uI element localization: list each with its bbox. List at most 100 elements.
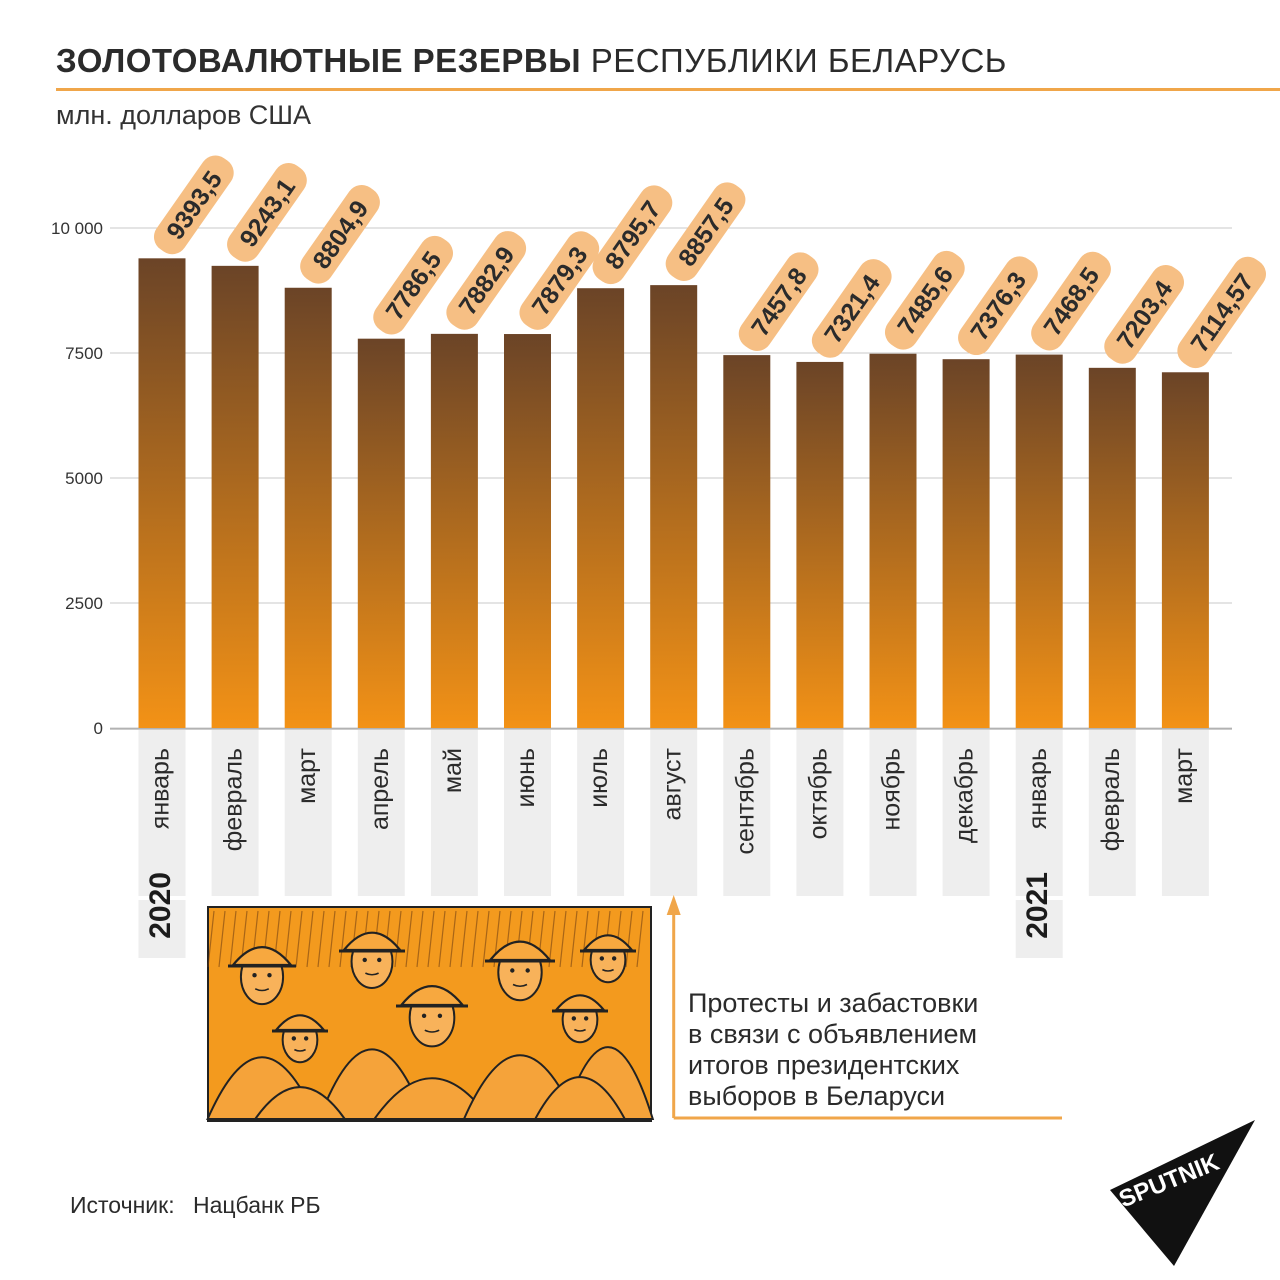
bar — [869, 353, 917, 728]
bar — [942, 359, 990, 728]
value-badge: 7457,8 — [738, 252, 819, 351]
bar — [1161, 372, 1209, 728]
illustration-hatch — [306, 910, 314, 968]
illustration-hatch — [416, 910, 424, 968]
worker-figure — [533, 994, 627, 1120]
value-badge-shape — [446, 231, 527, 330]
value-badge: 7485,6 — [884, 250, 965, 350]
value-badge-shape — [1104, 265, 1185, 364]
category-label: ноябрь — [878, 748, 906, 831]
category-band — [650, 730, 698, 896]
annotation-line-2: в связи с объявлением — [688, 1019, 978, 1049]
illustration-hatch — [460, 910, 468, 968]
illustration-hatch — [317, 910, 325, 968]
source-label: Источник: — [70, 1192, 175, 1218]
category-label: январь — [1024, 748, 1052, 829]
source-value: Нацбанк РБ — [192, 1192, 321, 1218]
value-badge: 7114,57 — [1177, 256, 1266, 369]
year-label: 2021 — [1021, 872, 1054, 939]
category-label: март — [1170, 747, 1198, 803]
value-badge: 7786,5 — [373, 235, 454, 335]
bar — [430, 333, 478, 728]
annotation-line-3: итогов президентских — [688, 1050, 960, 1080]
bar — [1015, 354, 1063, 728]
value-badge-shape — [153, 155, 234, 255]
illustration-hatch — [449, 910, 457, 968]
value-badge: 8795,7 — [592, 185, 673, 285]
illustration-hatch — [405, 910, 413, 968]
illustration-hatch — [207, 910, 215, 968]
category-label: февраль — [1097, 748, 1125, 851]
source-line: Источник: Нацбанк РБ — [70, 1192, 321, 1219]
illustration-hatch — [218, 910, 226, 968]
illustration-hatch — [570, 910, 578, 968]
category-band — [430, 730, 478, 896]
y-tick-label: 7500 — [65, 344, 103, 363]
value-badge: 8857,5 — [665, 182, 746, 281]
illustration-hatch — [295, 910, 303, 968]
bar — [211, 265, 259, 728]
value-badge-shape — [884, 250, 965, 350]
value-badge: 8804,9 — [300, 184, 380, 284]
bar — [650, 285, 698, 728]
title-underline — [56, 88, 1280, 91]
category-band — [577, 730, 625, 896]
bar — [796, 361, 844, 728]
annotation-text: Протесты и забастовки в связи с объявлен… — [688, 988, 978, 1112]
annotation-arrow-head — [666, 895, 681, 915]
value-badge-shape — [1177, 256, 1266, 369]
category-label: сентябрь — [731, 748, 759, 854]
illustration-hatch — [482, 910, 490, 968]
category-label: февраль — [220, 748, 248, 851]
bar — [138, 258, 186, 728]
bar — [1088, 367, 1136, 728]
value-badge-shape — [519, 231, 600, 330]
category-label: апрель — [366, 748, 394, 830]
y-tick-label: 2500 — [65, 594, 103, 613]
value-badge-shape — [592, 185, 673, 285]
category-band — [1161, 730, 1209, 896]
annotation-line-1: Протесты и забастовки — [688, 988, 979, 1018]
illustration-hatch — [636, 910, 644, 968]
sputnik-logo: SPUTNIK — [1110, 1108, 1260, 1273]
category-label: август — [658, 747, 686, 820]
category-band — [138, 730, 186, 896]
illustration-hatch — [229, 910, 237, 968]
bar — [723, 355, 771, 728]
logo-triangle-shape — [1110, 1120, 1255, 1266]
category-band — [1015, 730, 1063, 896]
illustration-hatch — [339, 910, 347, 968]
value-badge: 7321,4 — [811, 259, 892, 358]
illustration-hatch — [438, 910, 446, 968]
illustration-hatch — [394, 910, 402, 968]
illustration-hatch — [328, 910, 336, 968]
category-band — [1088, 730, 1136, 896]
value-badge-shape — [1031, 251, 1111, 351]
value-badge: 7376,3 — [958, 256, 1038, 356]
bar — [357, 338, 405, 728]
category-label: март — [293, 747, 321, 803]
illustration-hatch — [559, 910, 567, 968]
category-band — [942, 730, 990, 896]
year-label: 2020 — [144, 872, 177, 939]
bar — [284, 287, 332, 728]
worker-figure — [372, 985, 492, 1120]
illustration-hatch — [581, 910, 589, 968]
category-label: январь — [147, 748, 175, 829]
illustration-hatch — [427, 910, 435, 968]
protest-illustration — [206, 906, 655, 1122]
year-band — [1015, 900, 1063, 958]
category-band — [284, 730, 332, 896]
worker-figure — [253, 1014, 347, 1120]
value-badge-shape — [665, 182, 746, 281]
bar — [504, 334, 551, 728]
category-label: май — [439, 748, 467, 793]
illustration-hatch — [548, 910, 556, 968]
value-badge-shape — [958, 256, 1038, 356]
value-badge: 7468,5 — [1031, 251, 1111, 351]
annotation-line-4: выборов в Беларуси — [688, 1081, 946, 1111]
illustration-hatch — [284, 910, 292, 968]
illustration-hatch — [625, 910, 633, 968]
value-badge: 9393,5 — [153, 155, 234, 255]
